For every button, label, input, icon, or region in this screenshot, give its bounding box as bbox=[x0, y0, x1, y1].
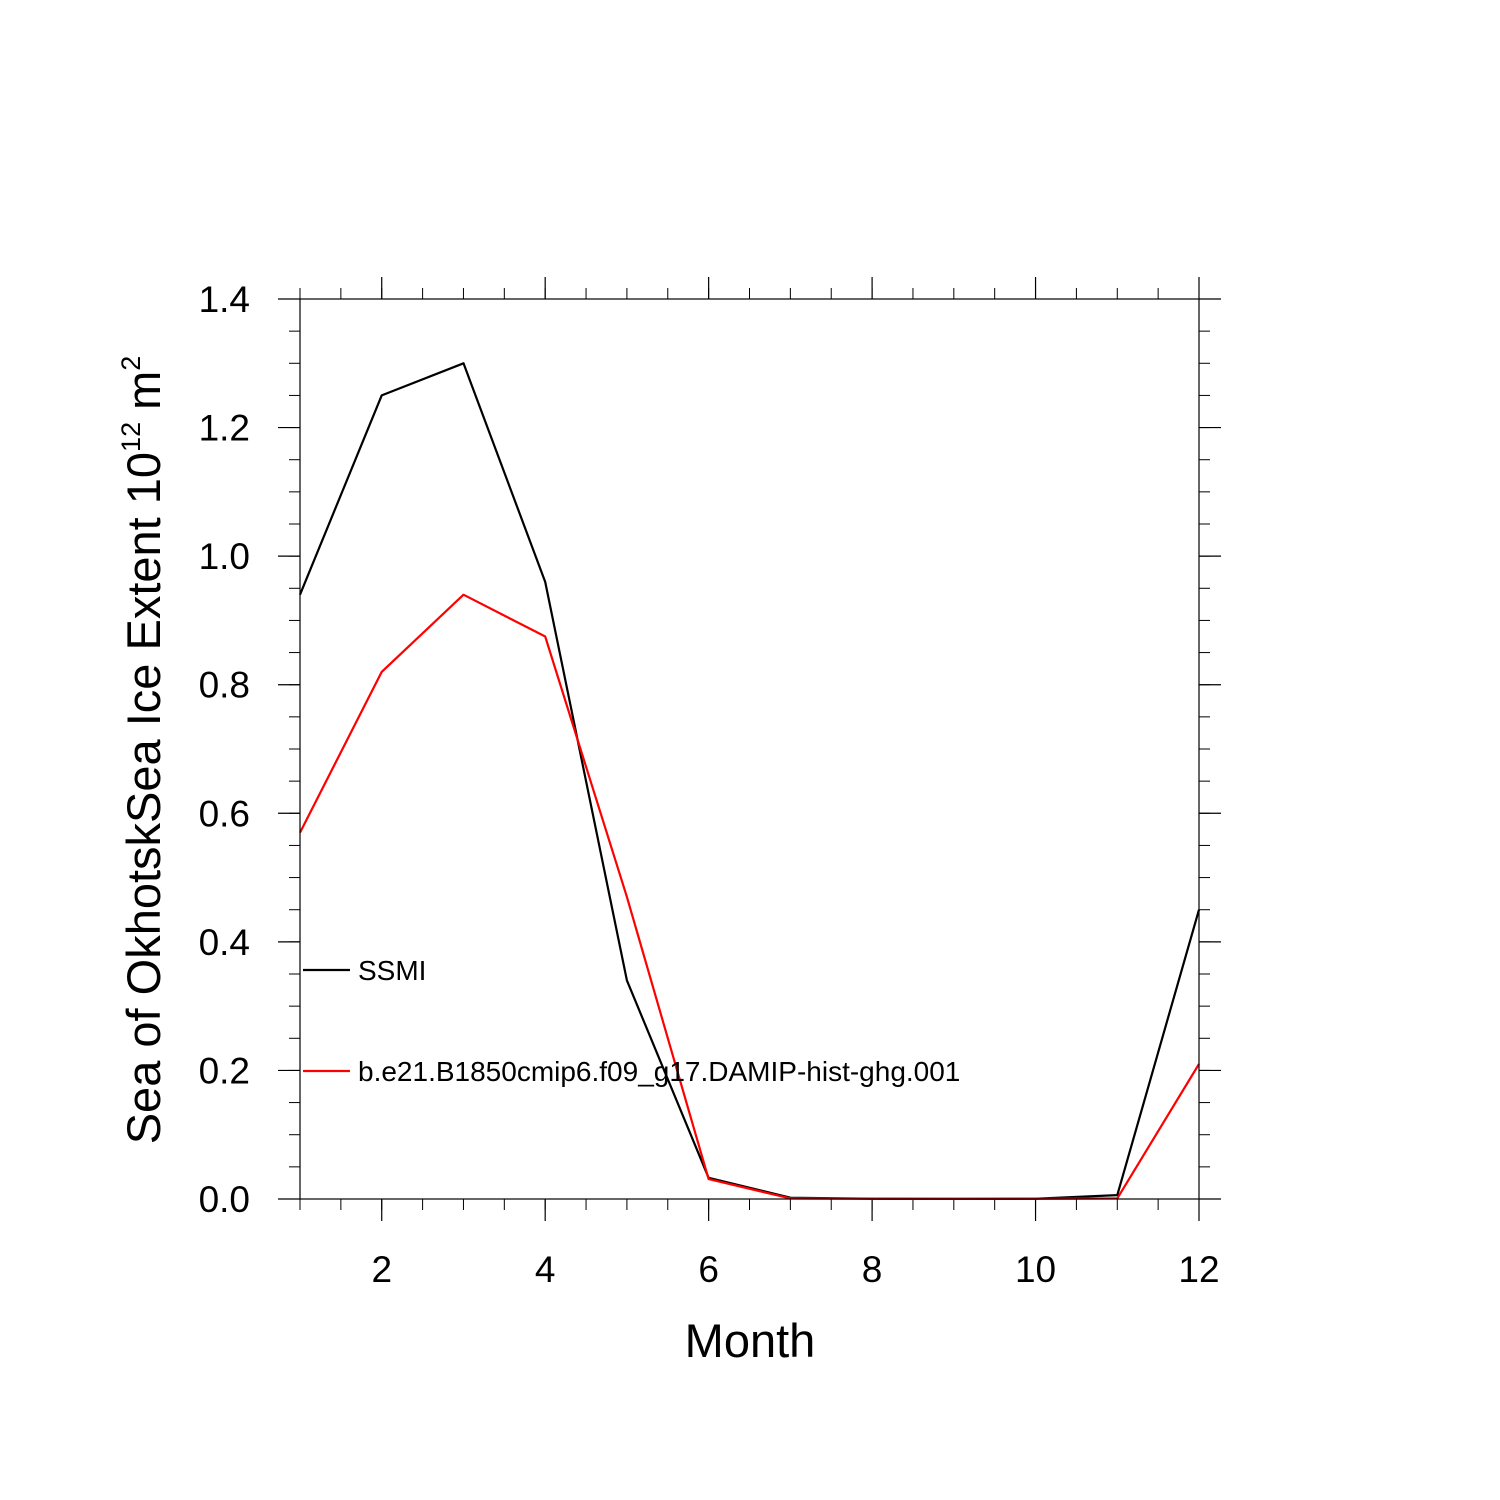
y-axis-title-base: Sea of OkhotskSea Ice Extent 10 bbox=[117, 452, 170, 1144]
y-tick-label: 1.2 bbox=[199, 408, 250, 449]
y-tick-label: 0.2 bbox=[199, 1050, 250, 1091]
x-tick-label: 4 bbox=[535, 1249, 556, 1290]
y-tick-labels: 0.0 0.2 0.4 0.6 0.8 1.0 1.2 1.4 bbox=[199, 279, 250, 1220]
x-tick-label: 10 bbox=[1015, 1249, 1056, 1290]
x-tick-label: 8 bbox=[862, 1249, 883, 1290]
x-tick-label: 6 bbox=[698, 1249, 719, 1290]
x-tick-label: 12 bbox=[1178, 1249, 1219, 1290]
y-tick-label: 0.0 bbox=[199, 1179, 250, 1220]
y-tick-label: 1.0 bbox=[199, 536, 250, 577]
series-line-2 bbox=[299, 593, 1200, 1201]
y-axis-title-unit: m bbox=[117, 371, 170, 410]
plot-frame bbox=[299, 298, 1200, 1200]
y-tick-label: 0.4 bbox=[199, 922, 250, 963]
y-axis-title-unit-exponent: 2 bbox=[116, 356, 146, 371]
x-axis-title: Month bbox=[685, 1314, 816, 1367]
legend-label-1: SSMI bbox=[358, 955, 426, 986]
y-tick-label: 1.4 bbox=[199, 279, 250, 320]
y-tick-label: 0.8 bbox=[199, 665, 250, 706]
y-tick-label: 0.6 bbox=[199, 793, 250, 834]
y-axis-title-exponent: 12 bbox=[116, 422, 146, 452]
x-tick-label: 2 bbox=[371, 1249, 392, 1290]
y-axis-title: Sea of OkhotskSea Ice Extent 1012 m2 bbox=[116, 356, 170, 1145]
legend: SSMI b.e21.B1850cmip6.f09_g17.DAMIP-hist-… bbox=[303, 955, 960, 1087]
x-tick-labels: 2 4 6 8 10 12 bbox=[371, 1249, 1219, 1290]
major-ticks bbox=[278, 277, 1221, 1221]
legend-label-2: b.e21.B1850cmip6.f09_g17.DAMIP-hist-ghg.… bbox=[358, 1056, 960, 1087]
